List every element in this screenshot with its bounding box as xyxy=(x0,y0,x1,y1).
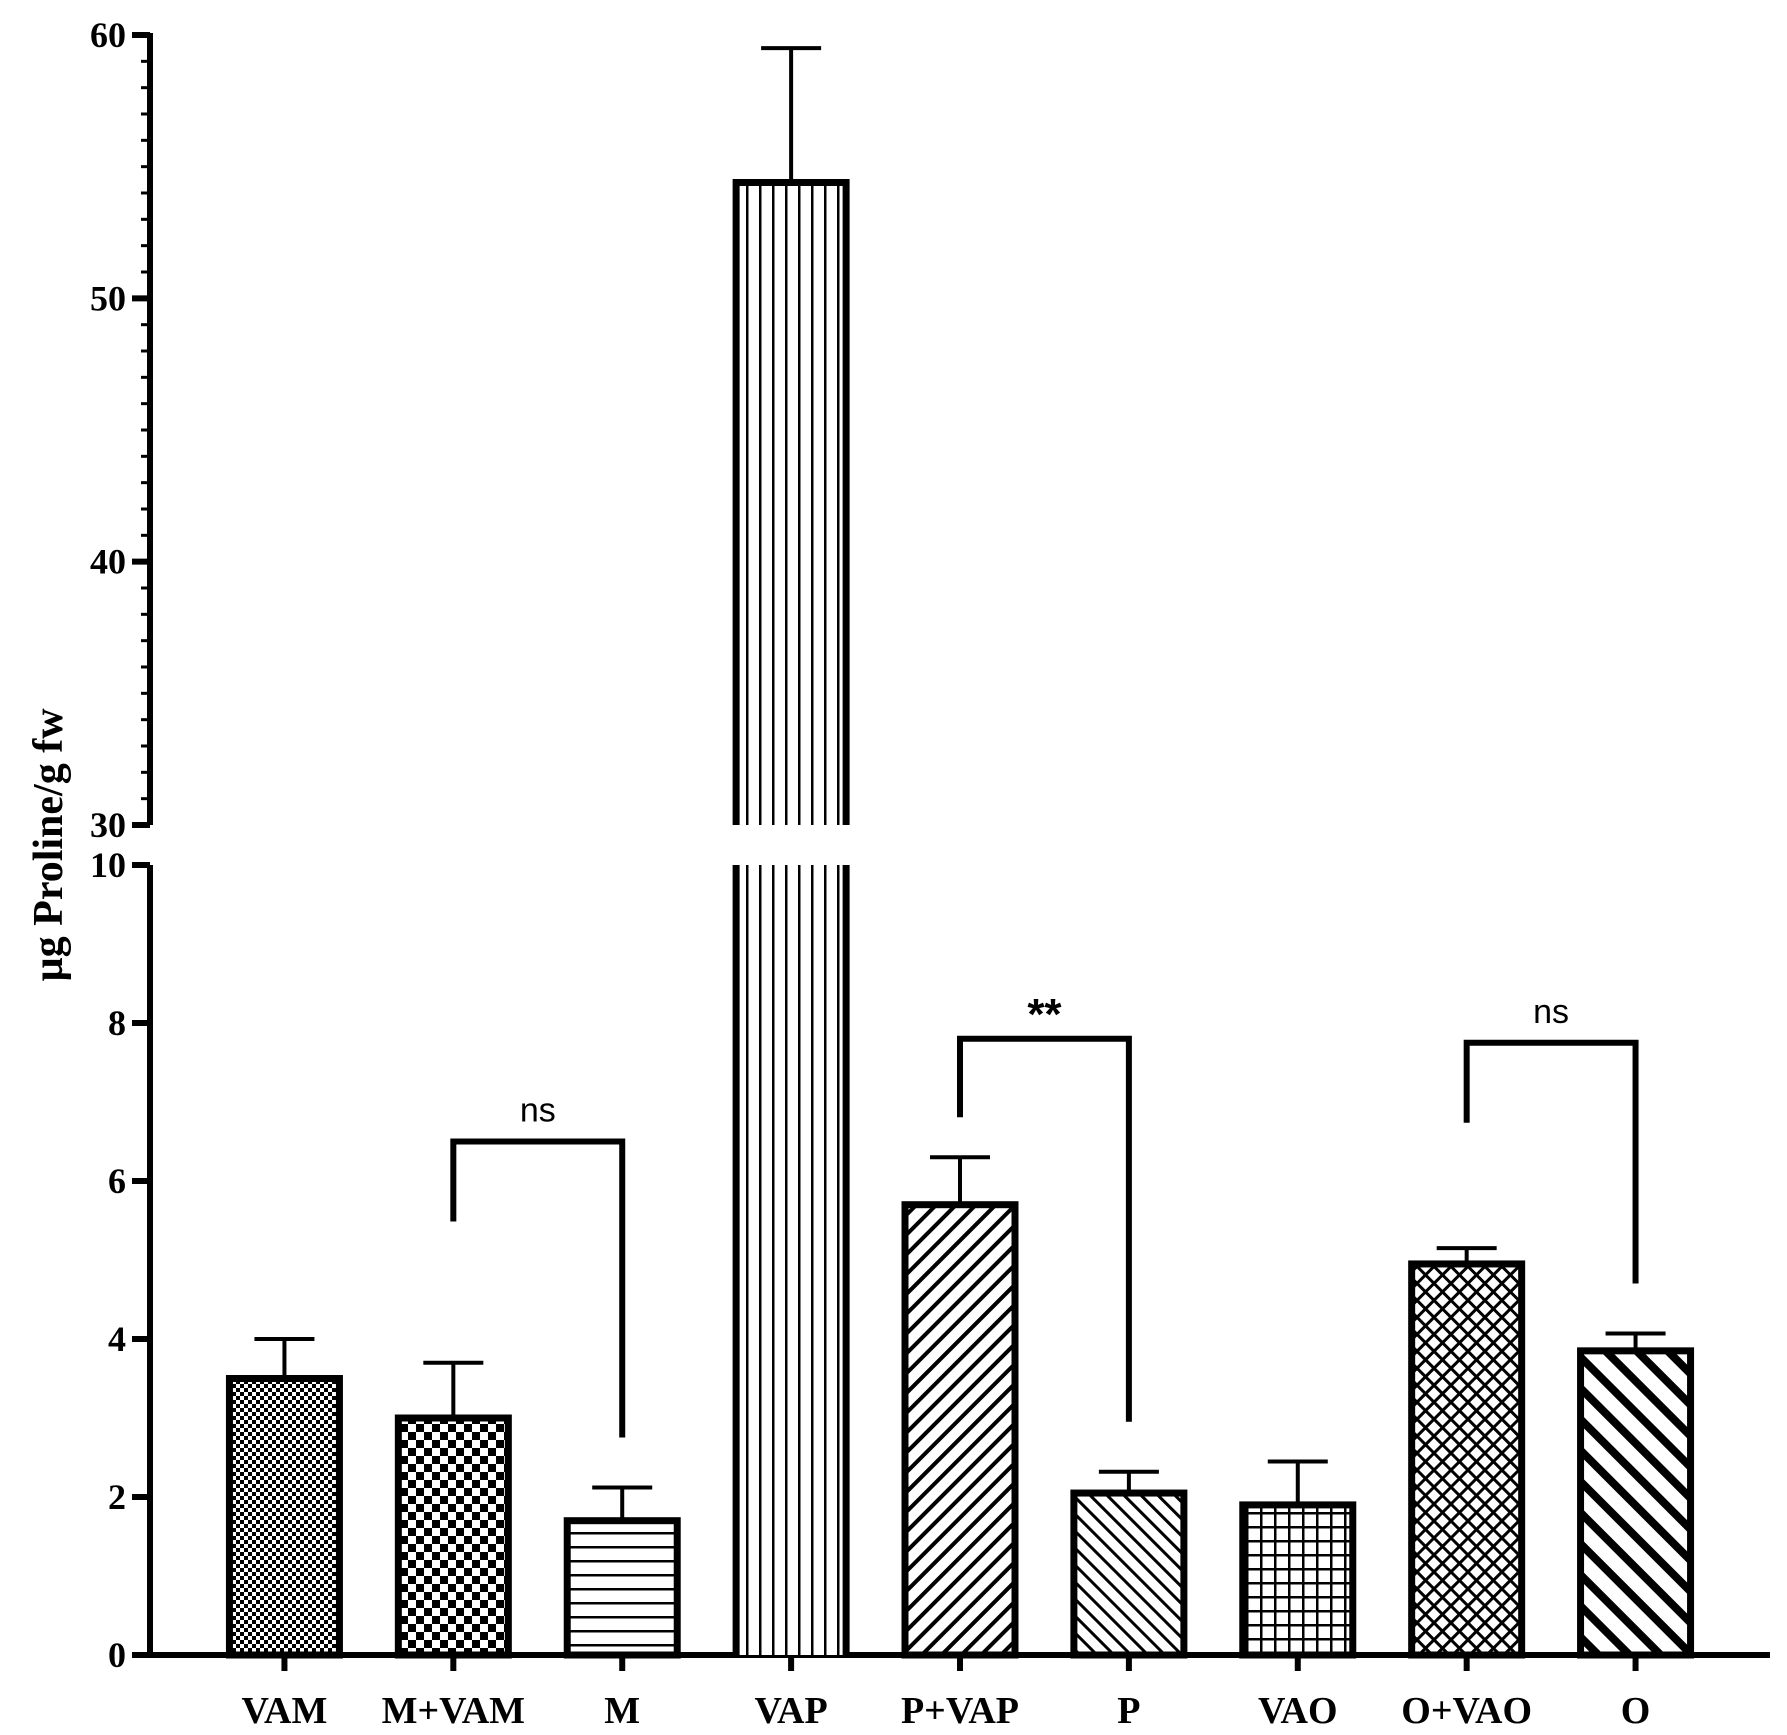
bar xyxy=(1577,1347,1695,1659)
y-tick-label: 0 xyxy=(108,1635,126,1675)
y-tick-label: 8 xyxy=(108,1003,126,1043)
bars xyxy=(225,46,1695,1659)
y-tick-label: 10 xyxy=(90,845,126,885)
x-tick-label: O+VAO xyxy=(1401,1690,1532,1732)
x-tick-label: VAO xyxy=(1258,1690,1338,1732)
bracket-line xyxy=(1463,1039,1639,1284)
bar-group xyxy=(1070,1469,1188,1659)
bar-group xyxy=(225,1337,343,1659)
y-tick-label: 30 xyxy=(90,805,126,845)
bar-group xyxy=(732,46,850,1655)
y-tick-label: 40 xyxy=(90,542,126,582)
y-tick-label: 6 xyxy=(108,1161,126,1201)
x-tick-label: P+VAP xyxy=(901,1690,1019,1732)
significance-bracket: ** xyxy=(957,990,1132,1422)
bar xyxy=(563,1517,681,1659)
bar-group xyxy=(563,1485,681,1659)
bar xyxy=(1239,1501,1357,1659)
bar-outline xyxy=(732,178,850,825)
bar xyxy=(736,182,847,825)
x-tick-label: O xyxy=(1621,1690,1651,1732)
x-tick-label: VAM xyxy=(242,1690,328,1732)
bar xyxy=(736,865,847,1655)
y-tick-label: 50 xyxy=(90,278,126,318)
bar-group xyxy=(394,1360,512,1659)
labels: 30 40 50 60 0 2 4 6 8 10 µg Proline/g fw VAM M+VAM M V… xyxy=(26,15,1650,1732)
y-axis-label: µg Proline/g fw xyxy=(26,708,72,982)
significance-bracket: ns xyxy=(1463,993,1639,1284)
x-tick-label: VAP xyxy=(755,1690,828,1732)
significance-label: ns xyxy=(1533,993,1569,1031)
bar xyxy=(394,1414,512,1659)
significance-label: ns xyxy=(520,1092,556,1130)
x-tick-label: M xyxy=(604,1690,640,1732)
bracket-line xyxy=(450,1138,626,1438)
bar-group xyxy=(1239,1459,1357,1659)
significance-label: ** xyxy=(1027,990,1062,1039)
bar xyxy=(1408,1260,1526,1659)
x-tick-label: P xyxy=(1117,1690,1140,1732)
y-tick-label: 4 xyxy=(108,1319,126,1359)
x-tick-label: M+VAM xyxy=(382,1690,525,1732)
significance-bracket: ns xyxy=(450,1092,626,1438)
bar-group xyxy=(1408,1246,1526,1659)
significance-brackets: ns ** ns xyxy=(450,990,1639,1438)
y-tick-label: 60 xyxy=(90,15,126,55)
y-tick-label: 2 xyxy=(108,1477,126,1517)
bar xyxy=(901,1201,1019,1659)
bar-group xyxy=(1577,1331,1695,1659)
bar-group xyxy=(901,1155,1019,1659)
bar-outline xyxy=(732,865,850,1655)
bar xyxy=(1070,1489,1188,1659)
bar xyxy=(225,1375,343,1659)
bracket-line xyxy=(957,1035,1132,1422)
